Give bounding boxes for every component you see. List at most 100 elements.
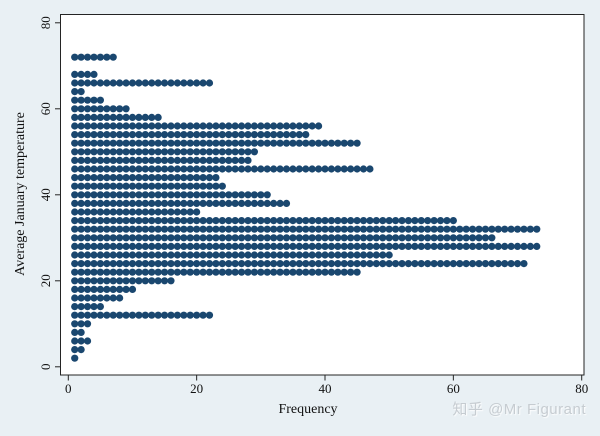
dot [90, 268, 98, 276]
dot [270, 131, 278, 139]
dot [327, 165, 336, 173]
dot [404, 217, 413, 225]
dot [391, 234, 400, 242]
dot [71, 139, 79, 147]
dot [449, 217, 457, 225]
dot [302, 122, 310, 130]
dot [250, 251, 259, 259]
dot [347, 139, 355, 147]
dot [193, 251, 201, 259]
dot [167, 165, 175, 173]
dot [135, 156, 143, 164]
dot [135, 217, 143, 225]
dot [250, 148, 259, 156]
dot [77, 337, 85, 345]
dot [122, 79, 130, 87]
dot [308, 268, 316, 276]
dot [321, 234, 329, 242]
dot [244, 165, 252, 173]
dot [154, 174, 162, 182]
dot [71, 294, 79, 302]
dot [71, 199, 79, 207]
dot [71, 208, 79, 216]
dot [404, 225, 413, 233]
dot [109, 225, 117, 233]
dot [257, 131, 265, 139]
dot [340, 225, 348, 233]
dot-row [71, 294, 124, 302]
dot [71, 53, 79, 61]
dot [218, 260, 226, 268]
dot [103, 131, 111, 139]
dot [244, 122, 252, 130]
dot [205, 165, 214, 173]
dot [237, 234, 246, 242]
dot [270, 122, 278, 130]
dot [116, 208, 124, 216]
dot [128, 131, 137, 139]
dot [314, 225, 323, 233]
dot [83, 165, 92, 173]
dot [103, 79, 111, 87]
dot [96, 303, 104, 311]
dot [289, 122, 297, 130]
dot [180, 208, 188, 216]
dot [295, 242, 303, 250]
dot [154, 277, 162, 285]
dot [173, 199, 181, 207]
dot [167, 311, 175, 319]
dot [122, 165, 130, 173]
dot [257, 165, 265, 173]
dot [96, 96, 104, 104]
dot [340, 268, 348, 276]
dot [212, 217, 220, 225]
dot [443, 225, 451, 233]
dot [237, 191, 246, 199]
dot [154, 122, 162, 130]
dot [71, 268, 79, 276]
dot [83, 156, 92, 164]
dot [109, 139, 117, 147]
dot [205, 242, 214, 250]
dot [507, 225, 515, 233]
dot [128, 139, 137, 147]
dot [128, 79, 137, 87]
dot [308, 165, 316, 173]
dot [193, 79, 201, 87]
dot [353, 139, 361, 147]
dot [334, 234, 342, 242]
dot [488, 234, 496, 242]
dot [90, 131, 98, 139]
dot [501, 225, 509, 233]
dot [173, 148, 181, 156]
dot [83, 260, 92, 268]
dot [250, 191, 259, 199]
dot [116, 242, 124, 250]
dot [231, 234, 239, 242]
dot [90, 217, 98, 225]
dot [122, 199, 130, 207]
dot [167, 208, 175, 216]
dot [289, 251, 297, 259]
dot [109, 268, 117, 276]
dot [237, 156, 246, 164]
dot [186, 225, 194, 233]
dot [327, 234, 336, 242]
dot [160, 251, 169, 259]
dot [308, 242, 316, 250]
dot [186, 139, 194, 147]
dot [186, 182, 194, 190]
dot [225, 131, 233, 139]
dot [212, 251, 220, 259]
dot [449, 225, 457, 233]
dot [289, 217, 297, 225]
dot [282, 225, 291, 233]
dot [250, 225, 259, 233]
dot [71, 337, 79, 345]
dot [116, 268, 124, 276]
dot [109, 242, 117, 250]
dot-rows [71, 53, 541, 362]
dot [488, 242, 496, 250]
y-tick-label: 0 [38, 364, 53, 371]
dot [90, 294, 98, 302]
